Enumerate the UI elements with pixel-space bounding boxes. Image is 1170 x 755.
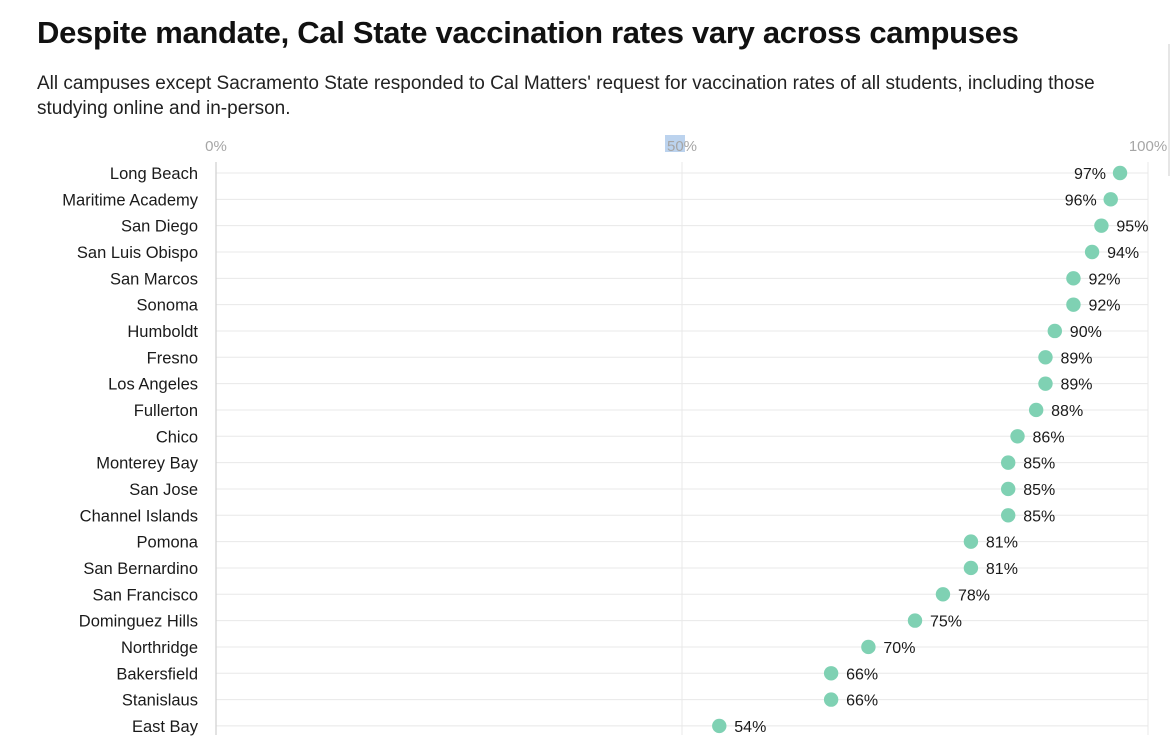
data-point [1094,218,1109,233]
category-label: San Diego [121,218,198,236]
data-label: 96% [1065,192,1097,209]
data-point [1010,429,1025,444]
data-point [823,666,839,681]
data-point [712,718,727,734]
data-label: 97% [1074,166,1106,183]
scrollbar-track [1168,44,1170,176]
data-point [1028,402,1044,418]
data-point [963,534,979,549]
data-label: 85% [1023,508,1055,525]
data-point [1066,271,1081,286]
data-point [963,560,979,576]
data-label: 75% [930,614,962,631]
category-label: Pomona [137,534,199,552]
data-label: 86% [1033,429,1065,446]
data-label: 85% [1023,482,1055,499]
tick-highlight [665,135,685,152]
x-tick-label: 0% [205,138,227,155]
data-label: 94% [1107,245,1139,262]
x-tick-label: 100% [1129,138,1167,155]
category-label: Fullerton [134,402,198,420]
category-label: Dominguez Hills [79,613,198,631]
category-label: Los Angeles [108,376,198,394]
data-label: 90% [1070,324,1102,341]
data-label: 81% [986,535,1018,552]
category-label: Stanislaus [122,692,198,710]
category-label: Monterey Bay [96,455,199,473]
category-label: Bakersfield [116,665,198,683]
category-label: Sonoma [137,297,199,315]
data-label: 95% [1116,219,1148,236]
data-label: 88% [1051,403,1083,420]
data-point [1038,350,1053,365]
category-label: Northridge [121,639,198,657]
x-tick-label: 50% [667,138,697,155]
category-label: Humboldt [127,323,198,341]
data-label: 92% [1088,271,1120,288]
data-label: 66% [846,666,878,683]
data-point [1112,165,1128,181]
data-point [861,639,876,655]
data-point [935,587,951,602]
data-point [1103,192,1118,207]
data-point [1001,455,1016,470]
category-label: San Francisco [93,586,198,604]
data-point [1001,508,1016,523]
chart-title: Despite mandate, Cal State vaccination r… [37,15,1019,50]
data-label: 66% [846,693,878,710]
category-label: Maritime Academy [62,191,198,209]
data-label: 78% [958,587,990,604]
category-label: San Bernardino [83,560,198,578]
chart-subtitle: All campuses except Sacramento State res… [37,73,1095,119]
category-label: San Jose [129,481,198,499]
data-label: 89% [1060,350,1092,367]
data-label: 89% [1060,377,1092,394]
category-label: East Bay [132,718,199,736]
data-point [1066,297,1081,312]
category-label: Channel Islands [80,507,198,525]
data-point [1047,323,1063,339]
category-label: Chico [156,428,198,446]
data-point [823,692,839,707]
category-label: Long Beach [110,165,198,183]
data-point [907,613,923,628]
category-label: Fresno [147,349,198,367]
data-label: 54% [734,719,766,736]
data-label: 85% [1023,456,1055,473]
data-label: 70% [883,640,915,657]
data-point [1001,481,1016,497]
data-label: 81% [986,561,1018,578]
data-point [1038,376,1053,391]
data-point [1084,244,1100,260]
category-label: San Marcos [110,270,198,288]
category-label: San Luis Obispo [77,244,198,262]
data-label: 92% [1088,298,1120,315]
